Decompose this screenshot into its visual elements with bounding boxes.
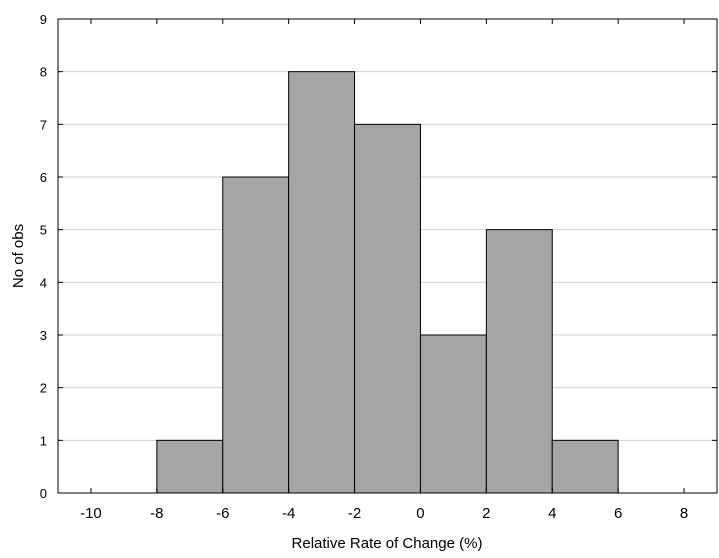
y-tick-label: 8 — [40, 65, 47, 80]
x-tick-label: 0 — [416, 505, 424, 522]
x-axis-label: Relative Rate of Change (%) — [292, 535, 483, 552]
histogram-bar — [156, 439, 224, 494]
y-tick-label: 3 — [40, 328, 47, 343]
x-tick-label: 2 — [482, 505, 490, 522]
histogram-bar — [485, 229, 553, 494]
bars — [156, 71, 619, 494]
y-tick-label: 7 — [40, 117, 47, 132]
y-tick-label: 6 — [40, 170, 47, 185]
x-tick-label: 4 — [548, 505, 556, 522]
y-tick-label: 5 — [40, 223, 47, 238]
x-tick-label: -6 — [216, 505, 229, 522]
y-tick-label: 2 — [40, 381, 47, 396]
histogram-bar — [551, 439, 619, 494]
y-tick-label: 9 — [40, 12, 47, 27]
x-tick-label: 6 — [614, 505, 622, 522]
y-tick-label: 0 — [40, 486, 47, 501]
histogram-bar — [222, 176, 290, 494]
histogram-bar — [354, 123, 421, 494]
x-tick-label: -2 — [348, 505, 361, 522]
y-tick-label: 4 — [40, 275, 47, 290]
x-tick-label: 8 — [680, 505, 688, 522]
x-tick-label: -10 — [80, 505, 102, 522]
y-axis-label: No of obs — [10, 224, 27, 288]
plot-frame — [57, 18, 718, 494]
histogram-bar — [288, 71, 356, 494]
histogram-bar — [419, 334, 487, 494]
x-tick-label: -8 — [150, 505, 163, 522]
x-tick-label: -4 — [282, 505, 295, 522]
y-tick-label: 1 — [40, 433, 47, 448]
x-axis: -10 -8 -6 -4 -2 0 2 4 6 8 — [80, 19, 688, 522]
y-axis: 0 1 2 3 4 5 6 7 8 9 — [40, 12, 717, 501]
